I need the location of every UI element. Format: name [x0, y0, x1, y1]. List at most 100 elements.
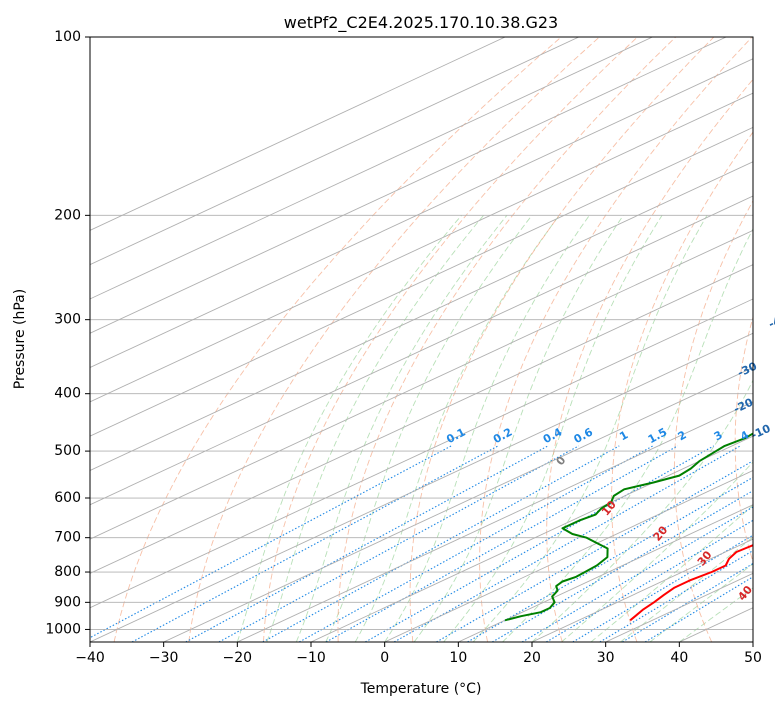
x-axis-label: Temperature (°C)	[360, 681, 482, 697]
mixing-ratio-line	[262, 445, 620, 642]
mixing-ratio-label: 1.5	[646, 425, 669, 446]
isotherm-line	[90, 92, 753, 403]
dry-adiabat-line	[263, 37, 638, 642]
mixing-ratio-label: 3	[712, 428, 725, 443]
moist-adiabat-line	[413, 215, 624, 642]
moist-adiabat-line	[325, 215, 533, 642]
mixing-ratio-line	[644, 576, 753, 642]
x-tick-label: 50	[744, 650, 762, 666]
isotherm-line	[163, 367, 753, 642]
isotherm-line	[310, 435, 753, 642]
dry-adiabat-label: -40	[767, 311, 775, 331]
isotherm-line	[90, 126, 753, 437]
y-tick-label: 100	[54, 29, 81, 45]
isotherm-line	[90, 37, 653, 300]
isotherm-line	[90, 229, 753, 540]
y-tick-label: 1000	[45, 621, 81, 637]
y-tick-label: 600	[54, 490, 81, 506]
moist-adiabats	[236, 215, 753, 642]
moist-adiabat-line	[384, 215, 590, 642]
moist-adiabat-line	[502, 227, 753, 642]
moist-adiabat-line	[354, 215, 560, 642]
mixing-ratio-line	[365, 445, 715, 642]
moist-adiabat-line	[590, 504, 753, 642]
isotherm-line	[90, 332, 753, 642]
mixing-ratio-line	[131, 445, 499, 642]
dry-adiabat-line	[188, 37, 600, 642]
dry-adiabat-line	[409, 37, 715, 642]
mixing-ratio-label: 0.2	[491, 425, 514, 446]
sounding-series	[504, 432, 753, 622]
mixing-ratio-line	[436, 460, 753, 642]
mixing-ratio-line	[218, 445, 579, 642]
isotherm-line	[531, 538, 753, 642]
y-axis-ticks: 100 200 300 400 500 600 700 800 900 1000	[45, 29, 90, 637]
y-tick-label: 900	[54, 594, 81, 610]
isotherm-line	[90, 37, 506, 231]
isotherm-line	[458, 504, 753, 642]
y-tick-label: 800	[54, 564, 81, 580]
x-tick-label: −30	[149, 650, 179, 666]
isotherm-line	[90, 298, 753, 609]
mixing-ratio-line	[325, 445, 678, 642]
mixing-ratio-line	[185, 445, 549, 642]
y-tick-label: 500	[54, 443, 81, 459]
mixing-ratio-label: 0.1	[444, 426, 467, 447]
isotherm-line	[90, 161, 753, 471]
x-tick-label: −10	[296, 650, 326, 666]
moist-adiabat-line	[531, 379, 753, 642]
y-tick-label: 700	[54, 530, 81, 546]
isotherm-line	[237, 401, 753, 642]
dry-adiabat-label: -30	[736, 359, 760, 379]
x-tick-label: 40	[670, 650, 688, 666]
moist-adiabat-line	[236, 215, 462, 642]
dry-adiabat-line	[734, 315, 753, 564]
dry-adiabat-line	[337, 37, 677, 642]
isotherm-line	[90, 264, 753, 574]
y-axis-label: Pressure (hPa)	[12, 289, 28, 389]
isotherm-line	[752, 641, 753, 642]
dry-adiabat-line	[479, 37, 753, 642]
isotherms	[90, 37, 753, 642]
chart-title: wetPf2_C2E4.2025.170.10.38.G23	[284, 13, 558, 33]
y-tick-label: 300	[54, 312, 81, 328]
x-tick-label: 30	[597, 650, 615, 666]
temperature-profile	[629, 544, 753, 622]
plot-frame	[89, 36, 754, 643]
dry-adiabat-line	[113, 37, 562, 642]
isotherm-line	[90, 195, 753, 506]
mixing-ratio-label: 0.4	[541, 425, 565, 446]
moist-adiabat-line	[295, 215, 508, 642]
mixing-ratio-line	[622, 562, 753, 642]
y-tick-label: 400	[54, 386, 81, 402]
moist-adiabat-line	[472, 215, 708, 642]
x-tick-label: −40	[75, 650, 105, 666]
moist-adiabat-line	[561, 461, 753, 642]
line-labels: -100-90-80-70-60-50-40-30-20-100.10.20.4…	[444, 311, 775, 604]
x-tick-label: 0	[380, 650, 389, 666]
mixing-ratio-line	[467, 476, 753, 642]
dry-adiabat-label: -20	[732, 396, 756, 416]
x-axis-ticks: −40 −30 −20 −10 0 10 20 30 40 50	[75, 642, 762, 666]
x-tick-label: −20	[223, 650, 253, 666]
moist-adiabat-label: 30	[695, 548, 715, 568]
isotherm-line	[90, 37, 727, 334]
dewpoint-profile	[504, 432, 753, 622]
isotherm-line	[384, 469, 753, 642]
moist-adiabat-line	[266, 215, 484, 642]
isotherm-line	[605, 572, 753, 642]
mixing-ratio-label: 1	[617, 428, 630, 443]
moist-adiabat-line	[443, 215, 663, 642]
mixing-ratio-line	[572, 534, 753, 642]
dry-adiabat-line	[546, 78, 753, 642]
mixing-ratio-line	[298, 445, 654, 642]
x-tick-label: 20	[523, 650, 541, 666]
mixing-ratio-label: 2	[676, 428, 689, 443]
isotherm-line	[90, 58, 753, 369]
isotherm-line	[90, 37, 579, 266]
dry-adiabat-line	[611, 131, 753, 642]
x-tick-label: 10	[449, 650, 467, 666]
dry-adiabat-line	[673, 199, 753, 642]
mixing-ratio-line	[599, 549, 753, 642]
